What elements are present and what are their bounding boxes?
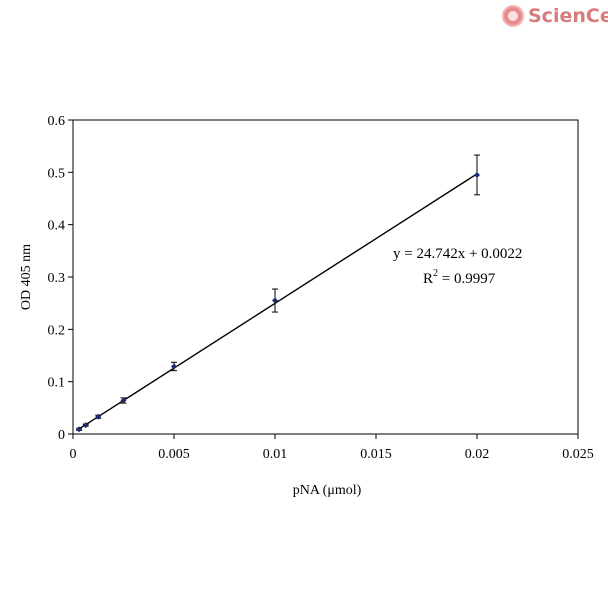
x-axis-label: pNA (μmol) — [293, 483, 362, 498]
data-marks — [76, 154, 480, 433]
x-tick-label: 0.025 — [562, 447, 594, 462]
plot-area-border — [72, 119, 579, 435]
data-point — [272, 297, 278, 304]
y-tick-label: 0.6 — [48, 114, 66, 129]
data-point — [171, 363, 177, 370]
x-tick-label: 0.02 — [465, 447, 490, 462]
trendline-group — [78, 173, 478, 430]
x-tick-label: 0 — [70, 447, 77, 462]
r-squared-superscript: 2 — [433, 268, 438, 279]
y-tick-label: 0.1 — [48, 376, 66, 391]
y-tick-label: 0.5 — [48, 166, 66, 181]
x-tick-label: 0.015 — [360, 447, 392, 462]
r-squared-value: = 0.9997 — [438, 271, 496, 287]
sciencell-logo: ScienCell — [502, 2, 608, 30]
trendline — [78, 173, 478, 430]
data-point — [82, 422, 89, 429]
logo-text: ScienCell — [528, 5, 608, 27]
data-point — [95, 413, 102, 420]
y-tick-label: 0.2 — [48, 323, 66, 338]
trendline-equation: y = 24.742x + 0.0022 — [393, 246, 522, 262]
x-tick-label: 0.01 — [263, 447, 288, 462]
sciencell-logo-icon — [502, 5, 524, 27]
y-tick-label: 0.4 — [48, 219, 66, 234]
r-squared-prefix: R — [423, 271, 433, 287]
data-point — [120, 397, 127, 404]
data-point — [76, 426, 83, 433]
axes: 0 0.1 0.2 0.3 0.4 0.5 0.6 0 0.005 0.01 0.015 0.02 0.… — [48, 114, 594, 462]
y-tick-label: 0 — [58, 428, 65, 443]
y-axis-label: OD 405 nm — [19, 244, 34, 310]
y-tick-label: 0.3 — [48, 271, 66, 286]
data-point — [474, 171, 480, 178]
x-tick-label: 0.005 — [158, 447, 190, 462]
r-squared-label: R2 = 0.9997 — [423, 268, 496, 287]
